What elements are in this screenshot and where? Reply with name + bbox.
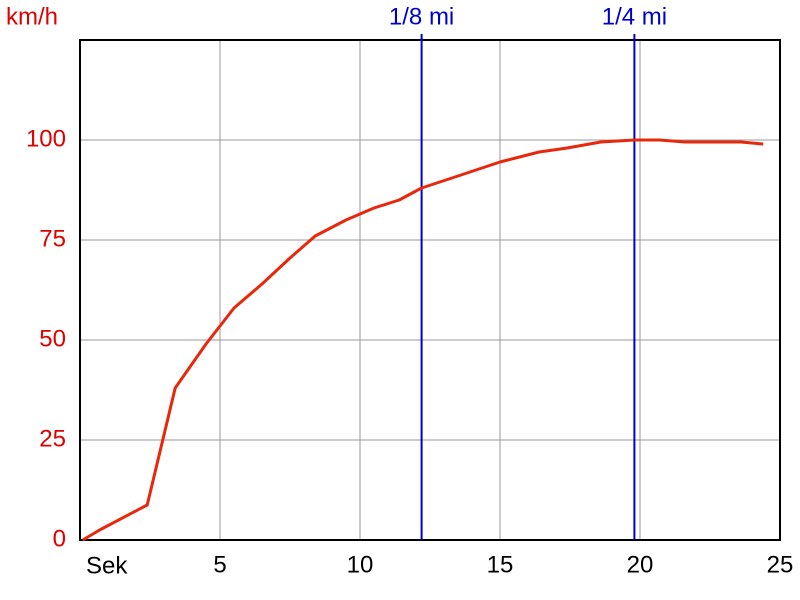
- y-tick-label: 50: [39, 325, 66, 352]
- x-tick-label: 20: [627, 551, 654, 578]
- plot-frame: [79, 39, 781, 541]
- x-tick-label: 15: [487, 551, 514, 578]
- distance-marker-label: 1/8 mi: [389, 3, 454, 30]
- x-tick-label: 5: [213, 551, 226, 578]
- x-axis-label: Sek: [86, 552, 128, 579]
- y-tick-label: 75: [39, 225, 66, 252]
- x-tick-label: 10: [347, 551, 374, 578]
- distance-marker-label: 1/4 mi: [602, 3, 667, 30]
- y-tick-label: 100: [26, 125, 66, 152]
- x-tick-label: 25: [767, 551, 794, 578]
- y-tick-label: 0: [53, 525, 66, 552]
- speed-line: [82, 138, 764, 542]
- y-axis-label: km/h: [6, 3, 58, 30]
- y-tick-label: 25: [39, 425, 66, 452]
